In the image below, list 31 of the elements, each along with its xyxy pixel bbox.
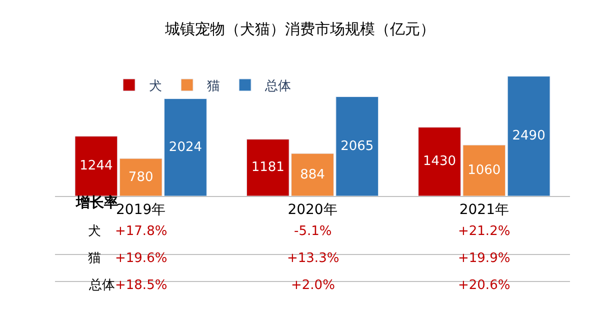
data-label: 1430: [422, 154, 456, 170]
text: +19.6%: [115, 251, 168, 266]
text: +13.3%: [287, 251, 340, 266]
data-label: 2024: [168, 140, 202, 155]
x-tick-label: 2019年: [116, 202, 166, 218]
data-label: 780: [128, 170, 154, 185]
legend-label: 犬: [149, 79, 162, 94]
text: +17.8%: [115, 224, 168, 239]
data-label: 2490: [512, 128, 546, 144]
data-label: 884: [300, 167, 325, 182]
data-label: 1060: [468, 163, 501, 178]
text: +2.0%: [291, 278, 335, 293]
annotation: 增长率: [75, 194, 118, 211]
legend-label: 猫: [207, 79, 220, 94]
text: -5.1%: [294, 224, 332, 239]
chart-title: 城镇宠物（犬猫）消费市场规模（亿元）: [164, 20, 435, 38]
bar: [507, 76, 550, 196]
text: +21.2%: [458, 224, 510, 239]
text: +18.5%: [115, 278, 168, 293]
data-label: 2065: [340, 138, 374, 154]
text: 总体: [88, 278, 115, 293]
x-tick-label: 2021年: [459, 202, 509, 218]
x-tick-label: 2020年: [288, 202, 338, 218]
text: +19.9%: [458, 251, 510, 266]
text: 猫: [88, 251, 101, 266]
data-label: 1244: [80, 158, 113, 174]
text: +20.6%: [458, 278, 510, 293]
text: 犬: [88, 224, 101, 239]
legend-label: 总体: [264, 79, 292, 94]
bar: [74, 136, 118, 196]
data-label: 1181: [251, 160, 284, 176]
